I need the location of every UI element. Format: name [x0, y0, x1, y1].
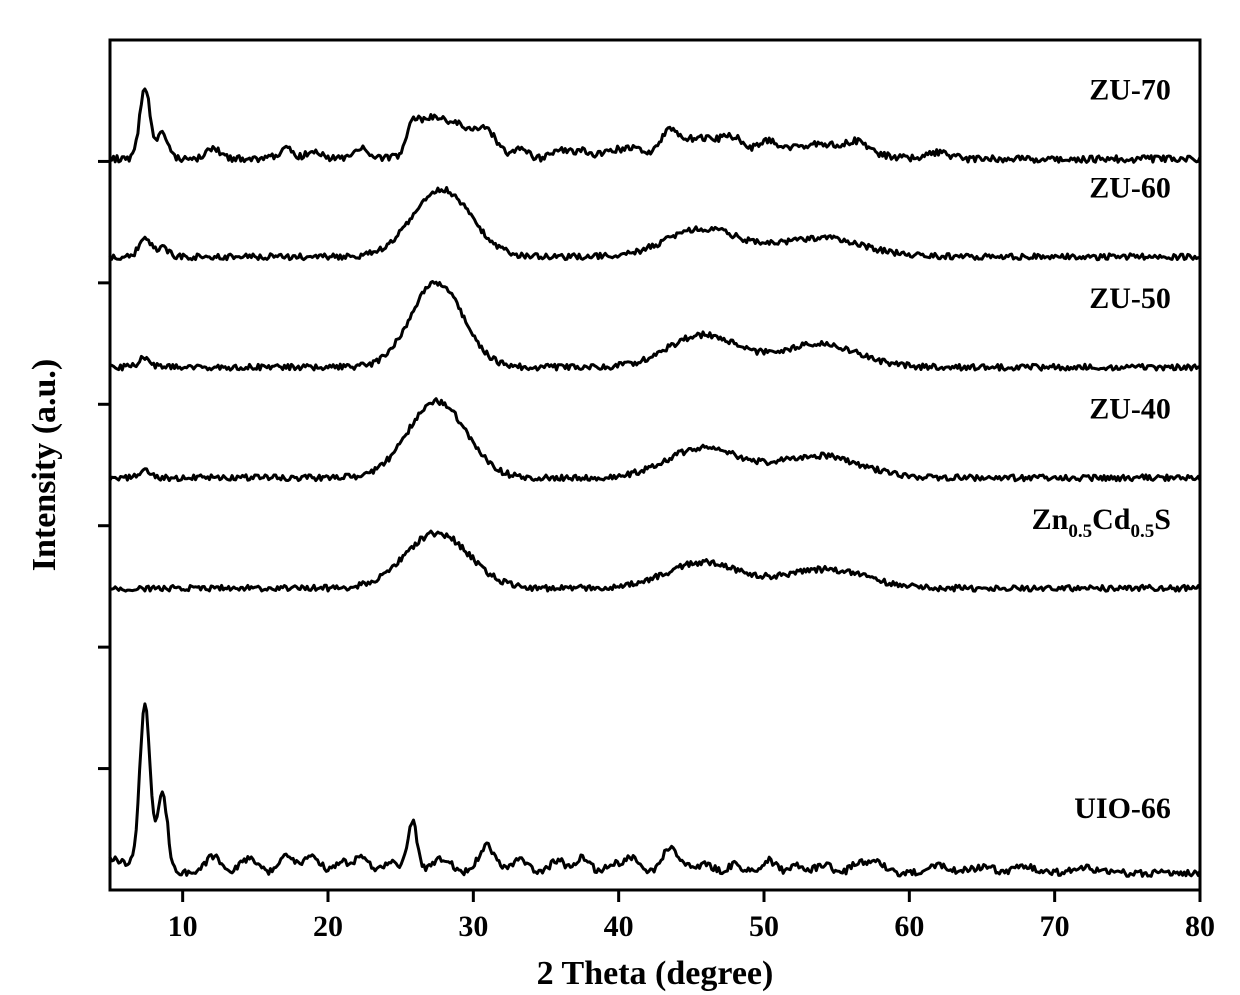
- x-tick-label: 80: [1185, 910, 1215, 943]
- x-tick-label: 30: [458, 910, 488, 943]
- x-tick-label: 10: [168, 910, 198, 943]
- x-tick-label: 20: [313, 910, 343, 943]
- series-UIO-66: [110, 704, 1200, 876]
- y-axis-label: Intensity (a.u.): [26, 359, 63, 572]
- series-label-ZU-70: ZU-70: [1089, 74, 1171, 107]
- series-Zn0.5Cd0.5S: [110, 531, 1200, 591]
- series-ZU-50: [110, 282, 1200, 371]
- series-label-ZU-60: ZU-60: [1089, 171, 1171, 204]
- series-ZU-40: [110, 399, 1200, 481]
- x-tick-label: 40: [604, 910, 634, 943]
- series-label-ZU-50: ZU-50: [1089, 282, 1171, 315]
- x-tick-label: 50: [749, 910, 779, 943]
- x-tick-label: 60: [894, 910, 924, 943]
- x-tick-label: 70: [1040, 910, 1070, 943]
- series-ZU-70: [110, 89, 1200, 162]
- series-label-UIO-66: UIO-66: [1074, 792, 1171, 825]
- series-ZU-60: [110, 188, 1200, 260]
- xrd-chart: 10 20 30 40 50 60 70 80 2 Theta (degree) Intensit…: [0, 0, 1240, 995]
- x-axis-label: 2 Theta (degree): [537, 955, 774, 992]
- series-label-Zn0.5Cd0.5S: Zn0.5Cd0.5S: [1032, 503, 1171, 542]
- series-label-ZU-40: ZU-40: [1089, 392, 1171, 425]
